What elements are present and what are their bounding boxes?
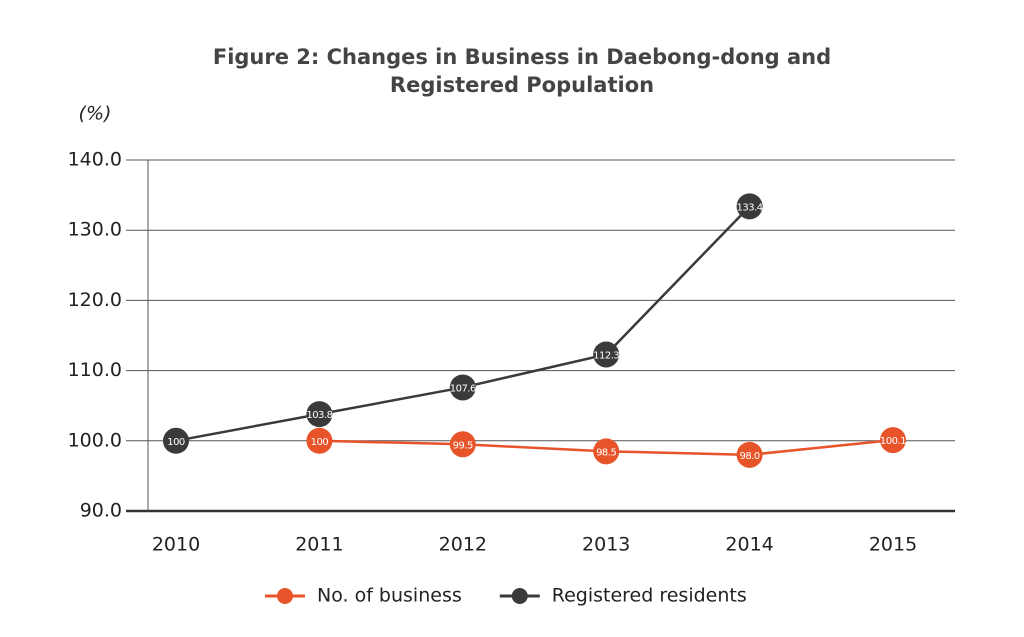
- y-tick-label: 90.0: [80, 500, 122, 522]
- data-label: 107.6: [450, 383, 476, 394]
- x-tick-label: 2010: [152, 534, 200, 556]
- data-label: 100: [311, 437, 329, 448]
- legend-marker: [511, 588, 528, 604]
- legend-marker: [277, 588, 293, 604]
- data-point: [449, 374, 476, 401]
- x-tick-label: 2012: [439, 534, 487, 556]
- data-label: 99.5: [453, 440, 473, 451]
- data-point: [736, 193, 763, 220]
- data-label: 133.4: [737, 202, 763, 213]
- data-label: 98.5: [596, 447, 616, 458]
- x-tick-label: 2015: [869, 534, 917, 556]
- y-tick-label: 110.0: [68, 359, 122, 381]
- data-label: 100: [167, 437, 185, 448]
- data-point: [306, 401, 333, 428]
- y-axis-label: (%): [79, 103, 112, 125]
- x-tick-label: 2014: [725, 534, 773, 556]
- chart-title: Figure 2: Changes in Business in Daebong…: [213, 45, 831, 69]
- data-point: [593, 438, 620, 465]
- y-tick-label: 140.0: [68, 149, 122, 171]
- data-point: [736, 441, 763, 468]
- data-label: 103.8: [306, 410, 332, 421]
- data-label: 98.0: [739, 451, 759, 462]
- data-label: 100.1: [880, 436, 906, 447]
- y-tick-label: 120.0: [68, 289, 122, 311]
- data-point: [880, 427, 906, 454]
- legend-label: No. of business: [317, 585, 462, 607]
- x-tick-label: 2013: [582, 534, 630, 556]
- data-point: [306, 427, 333, 454]
- data-label: 112.3: [593, 350, 619, 361]
- y-tick-label: 130.0: [68, 219, 122, 241]
- data-point: [593, 341, 620, 368]
- legend-label: Registered residents: [552, 585, 747, 607]
- x-tick-label: 2011: [295, 534, 343, 556]
- data-point: [163, 427, 189, 454]
- y-tick-label: 100.0: [68, 429, 122, 451]
- data-point: [449, 431, 476, 458]
- chart-title: Registered Population: [390, 73, 654, 97]
- series-line: [175, 205, 751, 443]
